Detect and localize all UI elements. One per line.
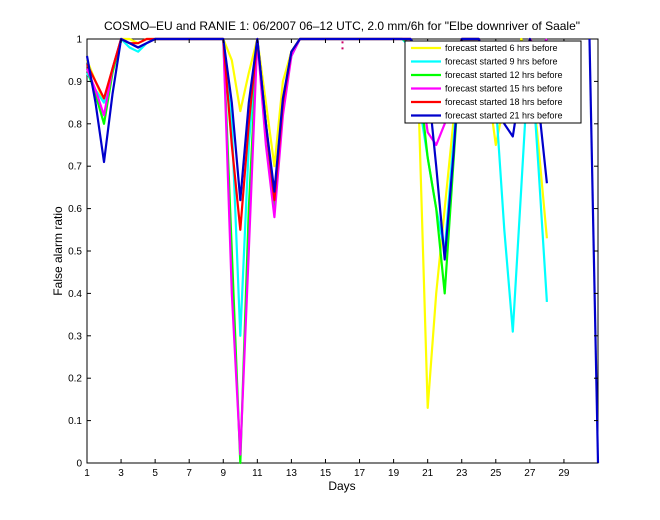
x-tick-label-19: 19 bbox=[388, 468, 400, 479]
y-tick-label-10: 1 bbox=[76, 35, 82, 46]
x-tick-label-29: 29 bbox=[558, 468, 570, 479]
y-tick-label-4: 0.4 bbox=[68, 289, 82, 300]
x-tick-label-13: 13 bbox=[286, 468, 298, 479]
x-tick-label-21: 21 bbox=[422, 468, 434, 479]
annotation-marker-0-a bbox=[341, 41, 344, 44]
x-tick-label-25: 25 bbox=[490, 468, 502, 479]
legend-label-4: forecast started 18 hrs before bbox=[445, 97, 563, 107]
x-tick-label-7: 7 bbox=[186, 468, 192, 479]
y-tick-label-3: 0.3 bbox=[68, 331, 82, 342]
series-line-5 bbox=[85, 37, 548, 261]
x-axis-ticks: 1 3 5 7 9 11 13 15 17 19 21 23 25 27 29 bbox=[84, 39, 570, 479]
legend-label-2: forecast started 12 hrs before bbox=[445, 70, 563, 80]
x-tick-label-27: 27 bbox=[524, 468, 536, 479]
x-tick-label-15: 15 bbox=[320, 468, 332, 479]
chart-title: COSMO–EU and RANIE 1: 06/2007 06–12 UTC,… bbox=[104, 19, 580, 33]
y-tick-label-8: 0.8 bbox=[68, 119, 82, 130]
y-axis-ticks: 0 0.1 0.2 0.3 0.4 0.5 0.6 0.7 0.8 0.9 1 bbox=[68, 35, 598, 470]
legend: forecast started 6 hrs before forecast st… bbox=[404, 40, 582, 124]
legend-label-0: forecast started 6 hrs before bbox=[445, 43, 558, 53]
y-tick-label-1: 0.1 bbox=[68, 416, 82, 427]
legend-box bbox=[404, 40, 582, 124]
legend-label-3: forecast started 15 hrs before bbox=[445, 84, 563, 94]
x-tick-label-5: 5 bbox=[152, 468, 158, 479]
annotation-marker-0-b bbox=[341, 47, 344, 50]
x-axis-label: Days bbox=[328, 479, 355, 493]
legend-label-5: forecast started 21 hrs before bbox=[445, 111, 563, 121]
y-tick-label-7: 0.7 bbox=[68, 162, 82, 173]
x-tick-label-3: 3 bbox=[118, 468, 124, 479]
y-tick-label-2: 0.2 bbox=[68, 374, 82, 385]
x-tick-label-9: 9 bbox=[220, 468, 226, 479]
x-tick-label-17: 17 bbox=[354, 468, 366, 479]
y-tick-label-9: 0.9 bbox=[68, 77, 82, 88]
y-tick-label-0: 0 bbox=[76, 459, 82, 470]
series-extra-segment-0 bbox=[588, 38, 600, 464]
x-tick-label-23: 23 bbox=[456, 468, 468, 479]
y-tick-label-6: 0.6 bbox=[68, 204, 82, 215]
y-tick-label-5: 0.5 bbox=[68, 247, 82, 258]
annotation-layer bbox=[341, 41, 344, 50]
legend-label-1: forecast started 9 hrs before bbox=[445, 57, 558, 67]
x-tick-label-1: 1 bbox=[84, 468, 90, 479]
x-tick-label-11: 11 bbox=[252, 468, 263, 479]
legend-items: forecast started 6 hrs before forecast st… bbox=[411, 43, 563, 121]
y-axis-label: False alarm ratio bbox=[51, 206, 65, 296]
series-layer bbox=[85, 37, 600, 465]
